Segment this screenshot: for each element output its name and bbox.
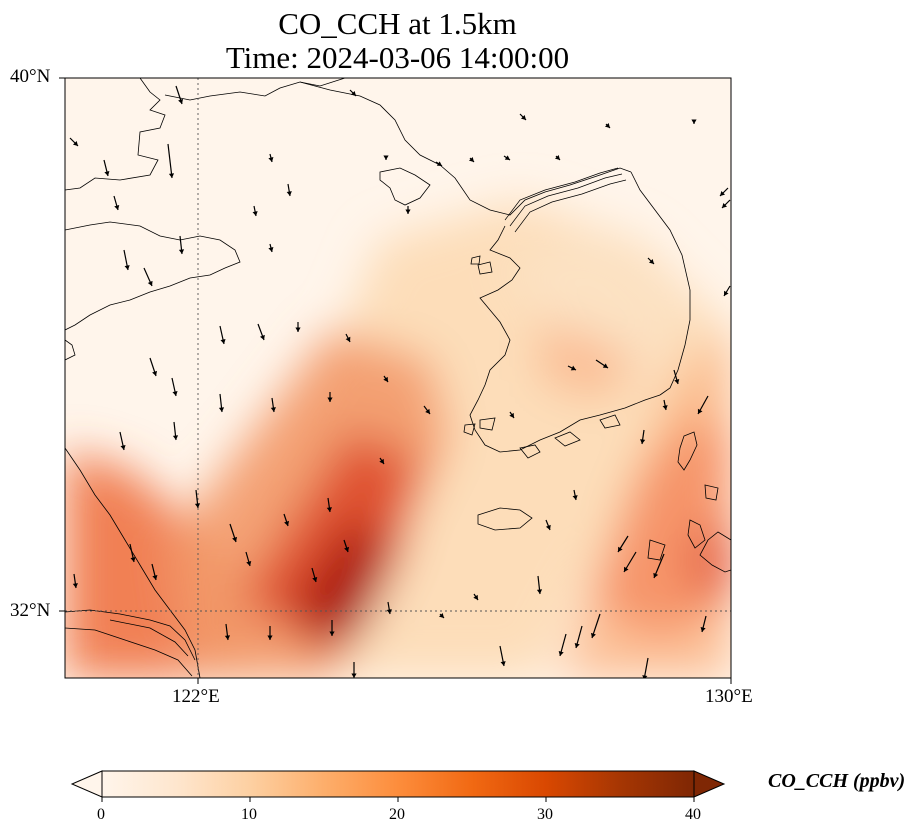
wind-arrow-head xyxy=(602,363,608,368)
colorbar-tick-label: 10 xyxy=(241,806,257,823)
wind-arrow-head xyxy=(246,560,252,566)
wind-arrow-head xyxy=(383,155,389,160)
wind-arrow-head xyxy=(168,173,175,178)
axis-ticks xyxy=(59,77,732,684)
wind-arrow-head xyxy=(436,161,442,166)
wind-arrow-head xyxy=(124,265,130,270)
wind-arrow-head xyxy=(624,566,629,572)
wind-arrow-head xyxy=(558,650,564,656)
wind-arrow-head xyxy=(329,631,335,636)
wind-arrow-head xyxy=(554,154,560,160)
lat-tick-32n: 32°N xyxy=(10,600,51,621)
wind-arrow-head xyxy=(642,675,648,678)
wind-arrow-head xyxy=(674,378,680,384)
wind-arrow-head xyxy=(351,673,357,678)
wind-arrow-head xyxy=(700,627,706,632)
wind-arrow-head xyxy=(536,589,543,594)
wind-arrow-head xyxy=(114,204,120,210)
wind-arrow-head xyxy=(344,546,350,552)
colorbar-tick-label: 20 xyxy=(389,806,405,823)
map-title-line2: Time: 2024-03-06 14:00:00 xyxy=(225,40,570,75)
wind-arrow-head xyxy=(286,191,292,196)
wind-arrow-head xyxy=(345,336,351,342)
wind-arrow-head xyxy=(504,155,510,160)
wind-arrow-head xyxy=(662,405,668,410)
wind-arrow-head xyxy=(697,408,703,414)
wind-arrow-head xyxy=(574,642,580,648)
wind-arrow-head xyxy=(327,397,333,402)
wind-arrow-head xyxy=(590,632,596,638)
wind-arrow-head xyxy=(425,408,430,414)
wind-arrow-head xyxy=(438,612,444,618)
wind-arrow-head xyxy=(268,247,274,252)
wind-arrow-head xyxy=(648,258,654,264)
wind-arrow-head xyxy=(220,339,226,344)
wind-arrow-head xyxy=(724,290,729,296)
map-frame xyxy=(64,77,732,679)
wind-arrow-head xyxy=(618,546,623,552)
wind-arrow-head xyxy=(326,507,332,512)
wind-arrow-head xyxy=(722,202,728,208)
wind-arrow-head xyxy=(270,407,276,412)
colorbar-min-extend xyxy=(70,770,103,798)
wind-arrow xyxy=(167,143,173,179)
wind-arrow-head xyxy=(570,365,576,371)
wind-arrow-head xyxy=(267,635,273,640)
colorbar-tick-label: 40 xyxy=(685,806,701,823)
wind-arrow-head xyxy=(509,412,514,418)
wind-arrow-head xyxy=(178,249,185,254)
wind-arrow-head xyxy=(120,445,126,450)
wind-arrow-head xyxy=(72,583,78,588)
wind-arrow-head xyxy=(284,520,290,526)
colorbar-fill xyxy=(102,771,694,797)
map-title-line1: CO_CCH at 1.5km xyxy=(278,6,517,41)
wind-arrow-head xyxy=(691,119,697,124)
wind-arrow-head xyxy=(232,536,238,542)
wind-arrow-head xyxy=(224,635,231,640)
wind-arrow-head xyxy=(72,140,78,146)
wind-arrow-head xyxy=(545,524,551,530)
wind-arrow-head xyxy=(268,157,274,162)
wind-arrow-head xyxy=(218,407,225,412)
colorbar-max-extend xyxy=(693,770,726,798)
wind-arrow-head xyxy=(147,280,153,286)
coastlines xyxy=(65,78,731,678)
wind-arrow-head xyxy=(178,98,184,104)
wind-arrow-head xyxy=(152,575,158,580)
lon-tick-130e: 130°E xyxy=(705,686,753,707)
wind-arrow-head xyxy=(383,376,388,382)
wind-arrow-head xyxy=(640,439,646,444)
wind-arrow-head xyxy=(312,576,318,582)
wind-arrow-head xyxy=(604,122,610,128)
wind-arrow-head xyxy=(653,572,659,578)
wind-arrow-head xyxy=(572,495,578,500)
wind-arrow-head xyxy=(350,90,356,96)
wind-arrow-head xyxy=(379,458,384,464)
gridlines xyxy=(65,78,731,678)
lat-tick-40n: 40°N xyxy=(10,66,51,87)
wind-arrow-head xyxy=(172,435,179,440)
wind-arrow-head xyxy=(252,211,258,216)
colorbar-tick-label: 0 xyxy=(97,806,105,823)
wind-arrow-head xyxy=(468,156,474,162)
wind-arrow-head xyxy=(172,391,178,396)
lon-tick-122e: 122°E xyxy=(172,686,220,707)
wind-arrow-head xyxy=(500,661,506,666)
colorbar xyxy=(70,770,726,802)
wind-arrow-head xyxy=(405,209,411,214)
wind-arrow-head xyxy=(720,190,726,196)
wind-arrow-head xyxy=(520,114,526,120)
wind-arrow-head xyxy=(259,334,265,340)
wind-arrow-head xyxy=(194,503,201,508)
wind-arrow-head xyxy=(104,171,110,176)
wind-arrow-head xyxy=(386,609,392,614)
colorbar-tick-label: 30 xyxy=(537,806,553,823)
wind-arrow-head xyxy=(130,557,136,562)
wind-arrow-head xyxy=(152,370,158,376)
wind-arrow-head xyxy=(473,594,478,600)
colorbar-label: CO_CCH (ppbv) xyxy=(768,770,906,792)
wind-vectors xyxy=(69,85,731,678)
wind-arrow-head xyxy=(295,327,301,332)
